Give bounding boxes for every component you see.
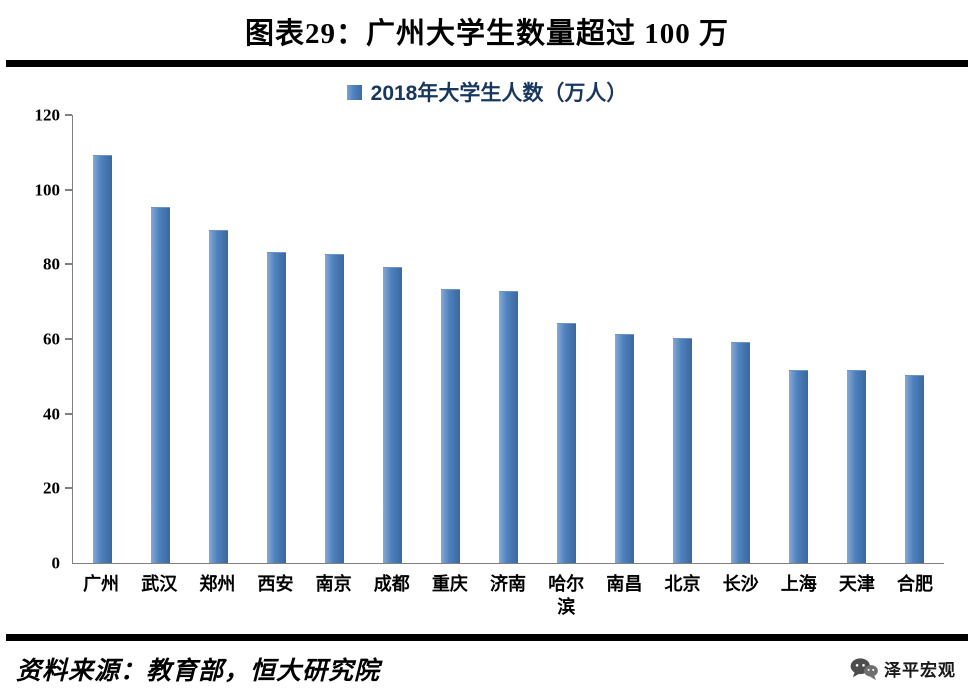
chart-legend: 2018年大学生人数（万人）	[2, 77, 972, 107]
source-text: 资料来源：教育部，恒大研究院	[16, 657, 381, 685]
page-title: 图表29：广州大学生数量超过 100 万	[244, 18, 729, 50]
bar-天津	[847, 369, 867, 563]
bar-slot	[73, 115, 131, 563]
x-tick-label: 哈尔滨	[548, 574, 585, 618]
y-tick-mark	[65, 487, 72, 490]
bar-武汉	[150, 207, 170, 563]
x-tick-label: 合肥	[897, 574, 934, 594]
y-axis: 0 20 40 60 80 100 120	[16, 107, 72, 572]
bar-上海	[789, 369, 809, 563]
x-tick-label: 南昌	[606, 574, 643, 594]
brand-logo-text: 泽平宏观	[884, 661, 956, 681]
bar-slot	[247, 115, 305, 563]
legend-label: 2018年大学生人数（万人）	[370, 82, 628, 105]
bar-slot	[421, 115, 479, 563]
plot-area	[65, 114, 944, 564]
y-tick-mark	[65, 412, 72, 415]
x-axis-labels: 广州 武汉 郑州 西安 南京 成都 重庆 济南 哈尔滨 南昌 北京 长沙 上海 天津 合肥	[72, 564, 944, 620]
bar-slot	[479, 115, 537, 563]
chat-bubbles-icon	[849, 657, 879, 681]
bar-重庆	[440, 289, 460, 563]
bar-slot	[363, 115, 421, 563]
bar-济南	[498, 291, 518, 563]
y-tick-label: 120	[34, 105, 61, 125]
y-tick-label: 80	[43, 254, 60, 274]
bar-哈尔滨	[557, 323, 577, 563]
bar-合肥	[905, 375, 925, 563]
top-divider	[6, 60, 968, 67]
bar-西安	[266, 252, 286, 563]
x-tick-label: 广州	[83, 574, 120, 594]
bar-南昌	[615, 334, 635, 563]
x-tick-label: 北京	[664, 574, 701, 594]
bar-成都	[382, 267, 402, 563]
y-tick-mark	[65, 114, 72, 116]
bar-slot	[305, 115, 363, 563]
bar-slot	[189, 115, 247, 563]
x-tick-label: 济南	[490, 574, 527, 594]
y-tick-label: 0	[51, 553, 61, 573]
bar-slot	[770, 115, 828, 563]
bar-slot	[131, 115, 189, 563]
y-tick-mark	[65, 263, 72, 266]
bars-container	[73, 115, 944, 563]
bar-长沙	[731, 341, 751, 563]
y-tick-label: 20	[43, 478, 60, 498]
footer: 资料来源：教育部，恒大研究院 泽平宏观	[2, 641, 972, 687]
bar-slot	[538, 115, 596, 563]
x-tick-label: 武汉	[141, 574, 178, 594]
x-tick-label: 西安	[257, 574, 294, 594]
x-tick-label: 重庆	[431, 574, 468, 594]
bar-slot	[828, 115, 886, 563]
bar-slot	[654, 115, 712, 563]
legend-swatch-icon	[346, 84, 362, 100]
x-tick-label: 成都	[373, 574, 410, 594]
bar-slot	[712, 115, 770, 563]
x-tick-label: 天津	[838, 574, 875, 594]
chart-area: 0 20 40 60 80 100 120 广州 武汉 郑州 西安 南京 成都 重庆 济南 哈尔滨 南昌 北京 长…	[2, 107, 972, 620]
y-tick-label: 40	[43, 404, 60, 424]
bar-slot	[886, 115, 944, 563]
y-tick-mark	[65, 338, 72, 340]
x-tick-label: 长沙	[722, 574, 759, 594]
bar-广州	[92, 155, 112, 563]
bar-slot	[596, 115, 654, 563]
bottom-divider	[6, 633, 968, 641]
y-tick-mark	[65, 188, 72, 191]
bar-南京	[324, 254, 344, 563]
bar-北京	[673, 338, 693, 563]
y-tick-label: 100	[34, 180, 61, 200]
y-tick-label: 60	[43, 329, 60, 349]
x-tick-label: 上海	[780, 574, 817, 594]
x-tick-label: 郑州	[199, 574, 236, 594]
brand-logo: 泽平宏观	[849, 656, 962, 681]
x-tick-label: 南京	[315, 574, 352, 594]
bar-郑州	[208, 229, 228, 563]
